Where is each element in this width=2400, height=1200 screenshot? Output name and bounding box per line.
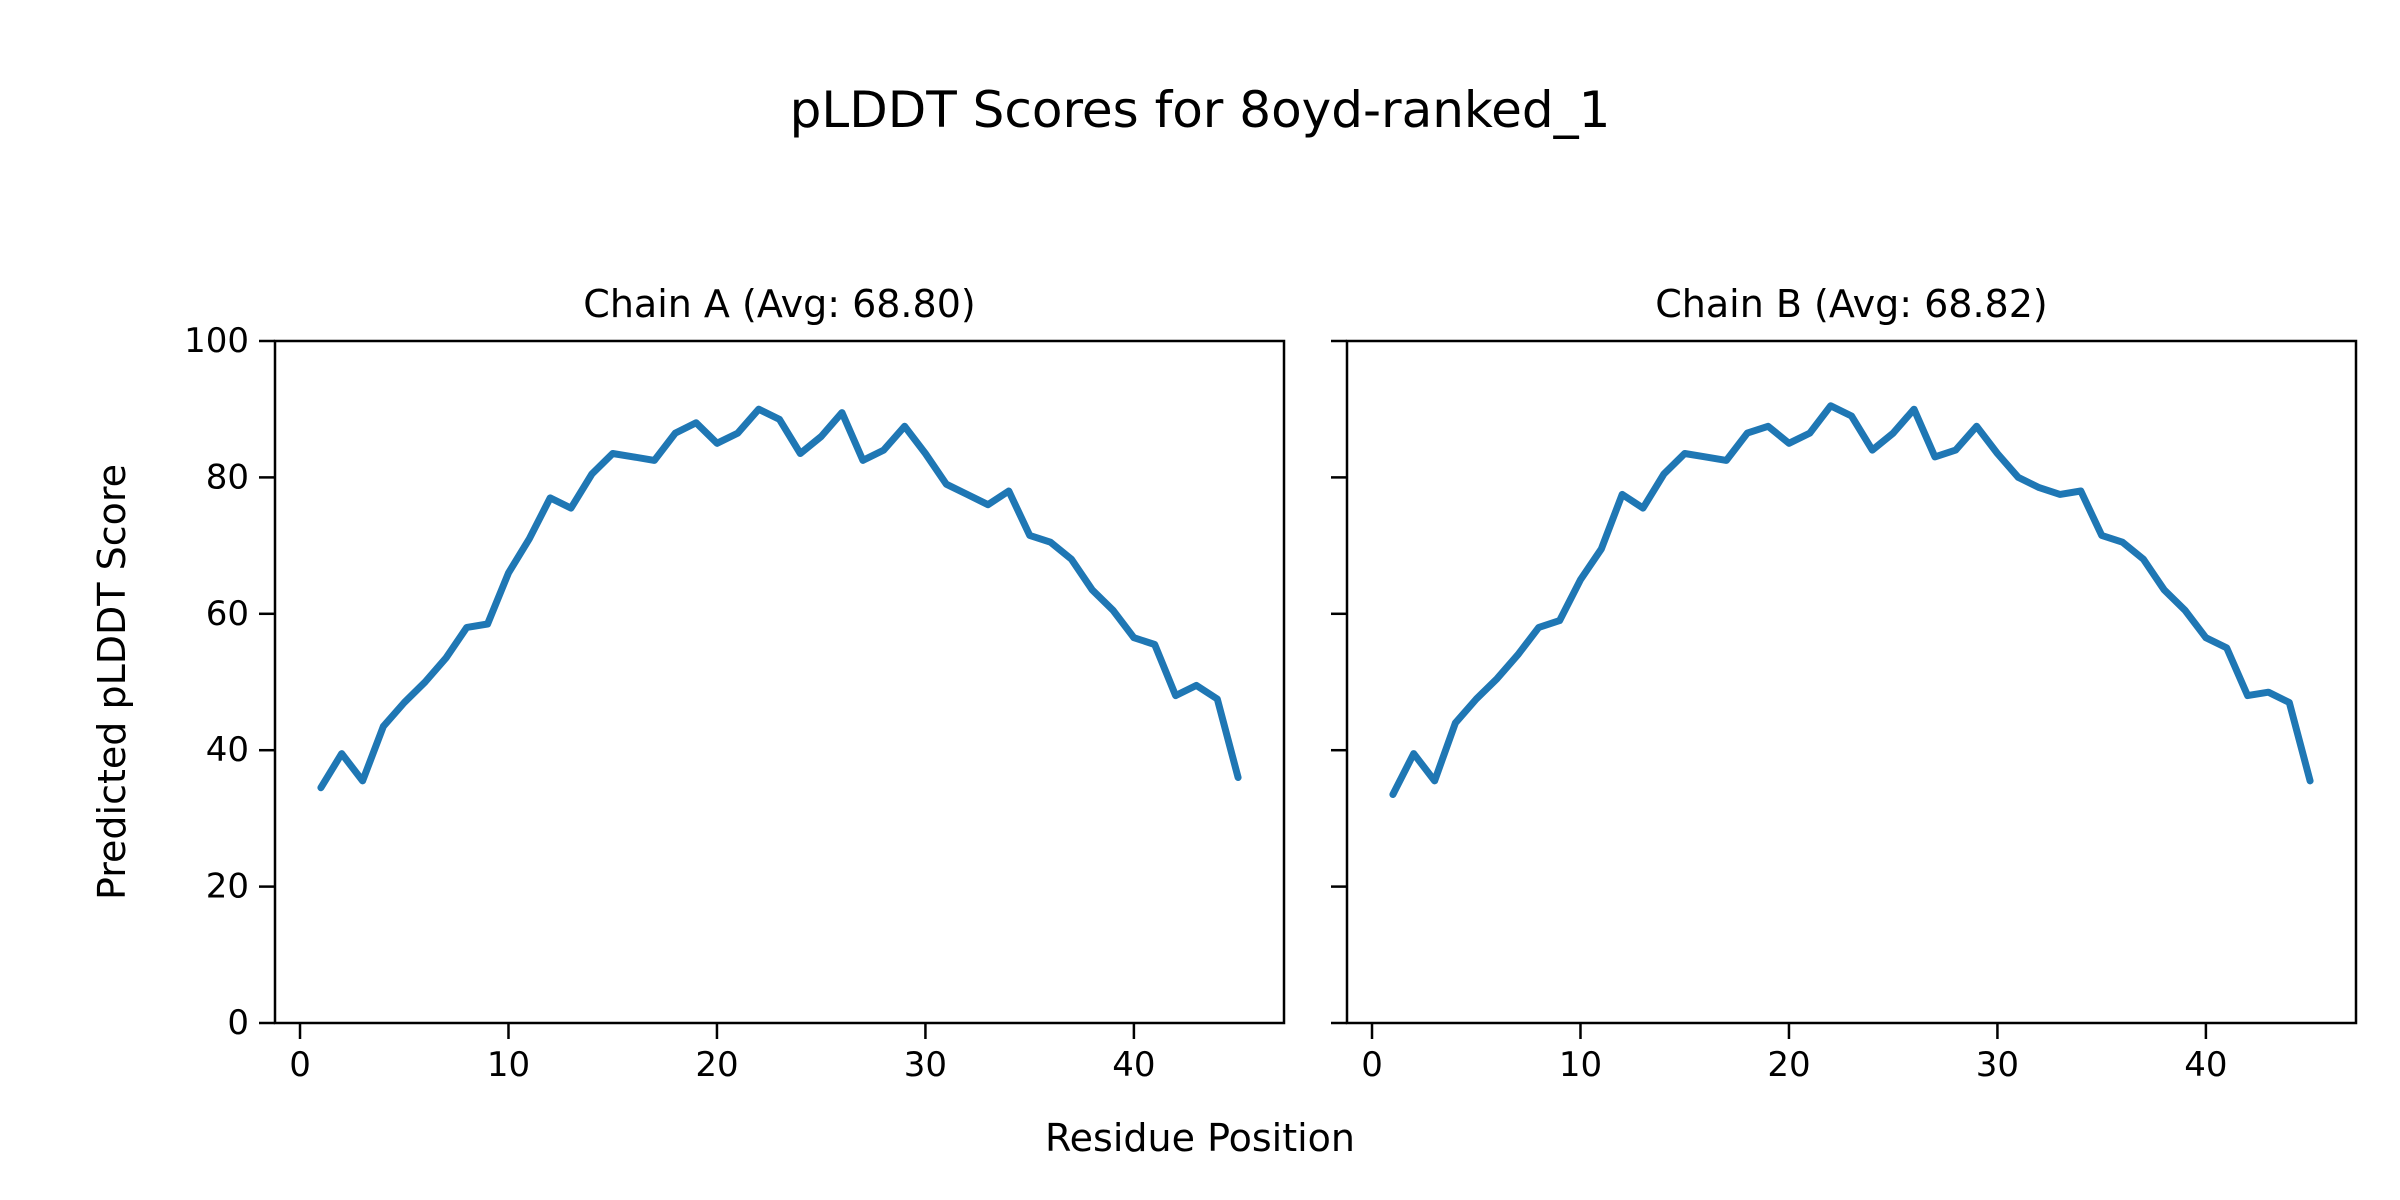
chain-b-x-tick-label: 10 — [1559, 1045, 1602, 1085]
chain-a-y-tick-label: 60 — [206, 594, 249, 634]
chain-a-y-tick-label: 40 — [206, 730, 249, 770]
chain-b-subplot-title: Chain B (Avg: 68.82) — [1655, 282, 2048, 326]
chain-b-plddt-line — [1389, 402, 2314, 798]
chain-a-y-tick-label: 0 — [227, 1003, 249, 1043]
chain-a-y-tick-label: 20 — [206, 867, 249, 907]
figure-title: pLDDT Scores for 8oyd-ranked_1 — [789, 81, 1611, 139]
chain-a-subplot-title: Chain A (Avg: 68.80) — [583, 282, 976, 326]
chain-b-x-tick-label: 30 — [1976, 1045, 2019, 1085]
chain-a-x-tick-label: 30 — [904, 1045, 947, 1085]
chain-a-x-tick-label: 10 — [487, 1045, 530, 1085]
chain-b-x-tick-label: 40 — [2184, 1045, 2227, 1085]
chain-a-axes-spines — [273, 339, 1286, 1025]
chain-a-x-tick-label: 20 — [695, 1045, 738, 1085]
chain-a-y-tick-label: 80 — [206, 457, 249, 497]
chain-b-x-tick-label: 0 — [1361, 1045, 1383, 1085]
y-axis-label: Predicted pLDDT Score — [90, 464, 134, 900]
chain-b-axes-spines — [1345, 339, 2358, 1025]
chain-a-y-tick-label: 100 — [184, 321, 249, 361]
chain-b-x-tick-label: 20 — [1767, 1045, 1810, 1085]
chain-a-plddt-line — [317, 405, 1242, 792]
chain-a-x-tick-label: 0 — [289, 1045, 311, 1085]
x-axis-label: Residue Position — [1044, 1116, 1356, 1160]
chain-a-x-tick-label: 40 — [1112, 1045, 1155, 1085]
